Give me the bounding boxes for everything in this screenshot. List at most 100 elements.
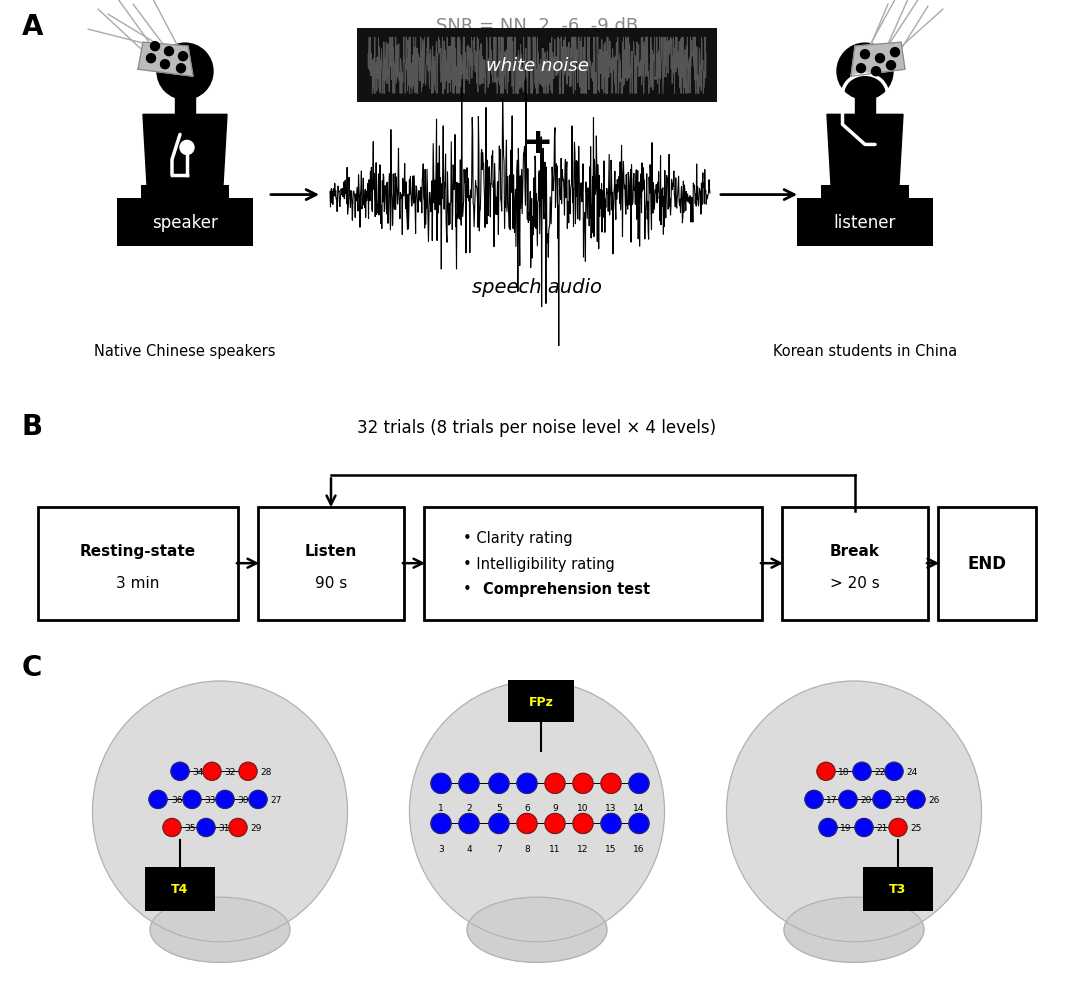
- Circle shape: [855, 819, 873, 837]
- Circle shape: [873, 791, 891, 809]
- Text: +: +: [522, 126, 552, 160]
- Text: 34: 34: [192, 768, 203, 776]
- Text: T3: T3: [889, 883, 906, 895]
- Polygon shape: [137, 43, 193, 77]
- Text: • Clarity rating: • Clarity rating: [463, 531, 572, 546]
- Circle shape: [149, 791, 166, 809]
- Text: 32: 32: [224, 768, 235, 776]
- Text: 20: 20: [860, 796, 871, 804]
- FancyBboxPatch shape: [258, 507, 404, 620]
- Text: 27: 27: [270, 796, 281, 804]
- FancyBboxPatch shape: [38, 507, 238, 620]
- Text: 13: 13: [606, 804, 616, 813]
- Text: 5: 5: [496, 804, 502, 813]
- Text: A: A: [21, 13, 44, 41]
- Text: FPz: FPz: [528, 695, 553, 707]
- Text: 19: 19: [840, 824, 852, 832]
- FancyBboxPatch shape: [424, 507, 761, 620]
- Circle shape: [216, 791, 234, 809]
- FancyBboxPatch shape: [508, 680, 574, 722]
- FancyBboxPatch shape: [141, 185, 229, 224]
- Text: 28: 28: [260, 768, 272, 776]
- Text: 21: 21: [876, 824, 887, 832]
- Circle shape: [489, 814, 509, 834]
- Circle shape: [806, 791, 823, 809]
- Circle shape: [839, 791, 857, 809]
- Circle shape: [860, 50, 870, 60]
- Circle shape: [886, 61, 896, 71]
- Text: 26: 26: [928, 796, 940, 804]
- Text: END: END: [968, 555, 1006, 572]
- FancyBboxPatch shape: [357, 29, 717, 103]
- FancyBboxPatch shape: [145, 867, 215, 911]
- Text: speech audio: speech audio: [473, 279, 601, 297]
- Text: 24: 24: [906, 768, 917, 776]
- Text: 9: 9: [552, 804, 557, 813]
- Text: Break: Break: [830, 543, 880, 558]
- Text: •: •: [463, 581, 477, 596]
- Polygon shape: [143, 115, 227, 185]
- Text: 25: 25: [910, 824, 921, 832]
- Text: > 20 s: > 20 s: [830, 575, 880, 590]
- Text: 23: 23: [894, 796, 905, 804]
- Text: • Intelligibility rating: • Intelligibility rating: [463, 556, 614, 571]
- Circle shape: [171, 763, 189, 781]
- Text: listener: listener: [833, 213, 896, 231]
- Ellipse shape: [726, 681, 982, 942]
- Text: Resting-state: Resting-state: [79, 543, 197, 558]
- Text: C: C: [21, 653, 42, 681]
- Text: B: B: [21, 413, 43, 441]
- Text: SNR = NN, 2, -6, -9 dB: SNR = NN, 2, -6, -9 dB: [436, 17, 638, 35]
- Circle shape: [601, 774, 621, 794]
- Circle shape: [157, 44, 213, 100]
- Circle shape: [629, 774, 649, 794]
- FancyBboxPatch shape: [782, 507, 928, 620]
- Text: 1: 1: [438, 804, 444, 813]
- Circle shape: [249, 791, 267, 809]
- Circle shape: [489, 774, 509, 794]
- Circle shape: [889, 819, 908, 837]
- FancyBboxPatch shape: [117, 198, 253, 246]
- Text: T4: T4: [172, 883, 189, 895]
- Circle shape: [853, 763, 871, 781]
- Text: 10: 10: [577, 804, 589, 813]
- Text: 35: 35: [184, 824, 195, 832]
- Text: 31: 31: [218, 824, 230, 832]
- Polygon shape: [855, 95, 875, 115]
- Text: Comprehension test: Comprehension test: [483, 581, 650, 596]
- Circle shape: [146, 54, 156, 64]
- Text: 16: 16: [634, 844, 644, 853]
- Circle shape: [875, 54, 885, 64]
- Text: 6: 6: [524, 804, 529, 813]
- FancyBboxPatch shape: [797, 198, 933, 246]
- Circle shape: [240, 763, 257, 781]
- Circle shape: [229, 819, 247, 837]
- Text: Listen: Listen: [305, 543, 358, 558]
- Circle shape: [459, 814, 479, 834]
- Circle shape: [163, 819, 182, 837]
- FancyBboxPatch shape: [821, 185, 909, 224]
- Ellipse shape: [784, 898, 924, 962]
- Ellipse shape: [92, 681, 348, 942]
- Circle shape: [197, 819, 215, 837]
- Circle shape: [856, 64, 866, 74]
- Text: 3: 3: [438, 844, 444, 853]
- Text: Korean students in China: Korean students in China: [773, 344, 957, 358]
- Ellipse shape: [467, 898, 607, 962]
- Text: 17: 17: [826, 796, 838, 804]
- Circle shape: [601, 814, 621, 834]
- Text: 15: 15: [606, 844, 616, 853]
- Circle shape: [545, 774, 565, 794]
- Circle shape: [517, 774, 537, 794]
- Circle shape: [203, 763, 221, 781]
- Circle shape: [837, 44, 892, 100]
- Text: 3 min: 3 min: [116, 575, 160, 590]
- Text: white noise: white noise: [485, 57, 589, 75]
- Circle shape: [817, 763, 834, 781]
- Text: 22: 22: [874, 768, 885, 776]
- Ellipse shape: [409, 681, 665, 942]
- Circle shape: [819, 819, 837, 837]
- Text: 32 trials (8 trials per noise level × 4 levels): 32 trials (8 trials per noise level × 4 …: [358, 419, 716, 437]
- Text: 18: 18: [838, 768, 850, 776]
- Text: 90 s: 90 s: [315, 575, 347, 590]
